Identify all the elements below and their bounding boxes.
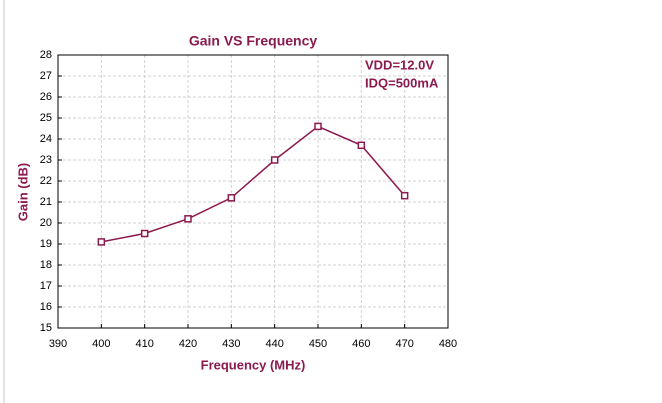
y-tick-label: 26 <box>40 91 52 103</box>
y-tick-label: 15 <box>40 322 52 334</box>
data-point <box>184 215 192 223</box>
data-point <box>97 238 106 246</box>
x-tick-label: 420 <box>179 338 197 350</box>
x-tick-label: 430 <box>222 338 240 350</box>
annotation: IDQ=500mA <box>365 75 439 90</box>
plot-frame <box>57 54 449 329</box>
x-tick-label: 400 <box>92 338 110 350</box>
x-tick-label: 440 <box>265 338 283 350</box>
x-tick-label: 450 <box>309 338 327 350</box>
y-tick-label: 17 <box>40 280 52 292</box>
x-tick-label: 470 <box>395 338 413 350</box>
data-point <box>314 122 322 131</box>
x-tick-label: 480 <box>439 338 457 350</box>
annotation: VDD=12.0V <box>365 57 434 72</box>
y-tick-label: 23 <box>40 154 52 166</box>
data-point <box>357 141 366 150</box>
y-tick-label: 28 <box>40 49 52 61</box>
x-tick-label: 390 <box>49 338 67 350</box>
y-tick-label: 25 <box>40 112 52 124</box>
y-axis-label: Gain (dB) <box>15 163 30 222</box>
y-tick-label: 21 <box>40 196 52 208</box>
data-point <box>227 194 236 202</box>
x-tick-label: 410 <box>135 338 153 350</box>
y-tick-label: 27 <box>40 70 52 82</box>
chart-title: Gain VS Frequency <box>189 33 318 49</box>
y-tick-label: 19 <box>40 238 52 250</box>
y-tick-label: 22 <box>40 175 52 187</box>
y-tick-label: 18 <box>40 259 52 271</box>
x-tick-label: 460 <box>352 338 370 350</box>
data-point <box>400 191 409 200</box>
y-tick-label: 20 <box>40 217 52 229</box>
y-tick-label: 16 <box>40 301 52 313</box>
data-point <box>140 229 149 238</box>
data-line <box>101 125 406 243</box>
x-axis-label: Frequency (MHz) <box>201 357 306 372</box>
y-tick-label: 24 <box>40 133 52 145</box>
data-point <box>270 156 279 164</box>
